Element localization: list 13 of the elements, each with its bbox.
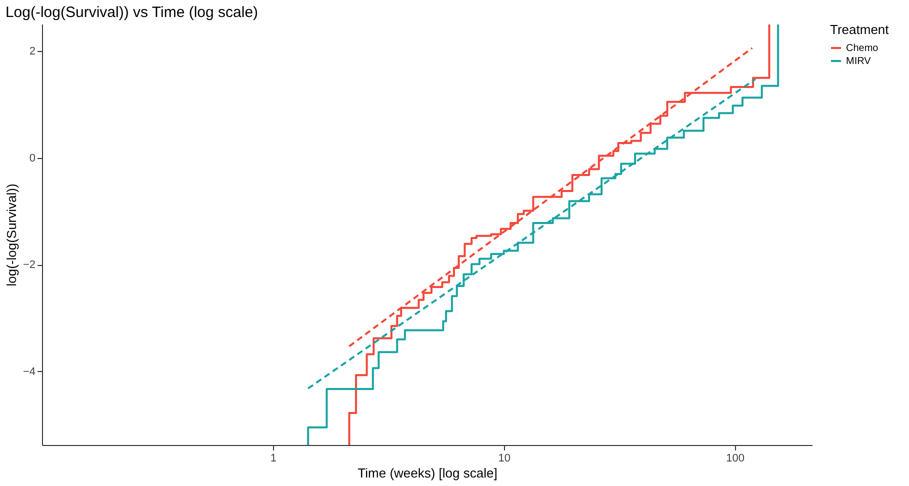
- y-tick-label: 0: [29, 152, 36, 164]
- y-tick-label: −2: [22, 259, 36, 272]
- y-tick-label: −4: [22, 366, 36, 378]
- legend-title: Treatment: [830, 22, 890, 37]
- chart-title: Log(-log(Survival)) vs Time (log scale): [5, 4, 258, 21]
- y-tick-label: 2: [29, 46, 36, 58]
- y-axis-title: log(-log(Survival)): [4, 184, 19, 286]
- legend-label: MIRV: [846, 56, 872, 67]
- x-tick-label: 1: [270, 452, 276, 464]
- x-tick-label: 100: [726, 452, 744, 464]
- x-tick-label: 10: [498, 452, 510, 464]
- x-axis-title: Time (weeks) [log scale]: [358, 466, 498, 480]
- legend-label: Chemo: [846, 43, 879, 54]
